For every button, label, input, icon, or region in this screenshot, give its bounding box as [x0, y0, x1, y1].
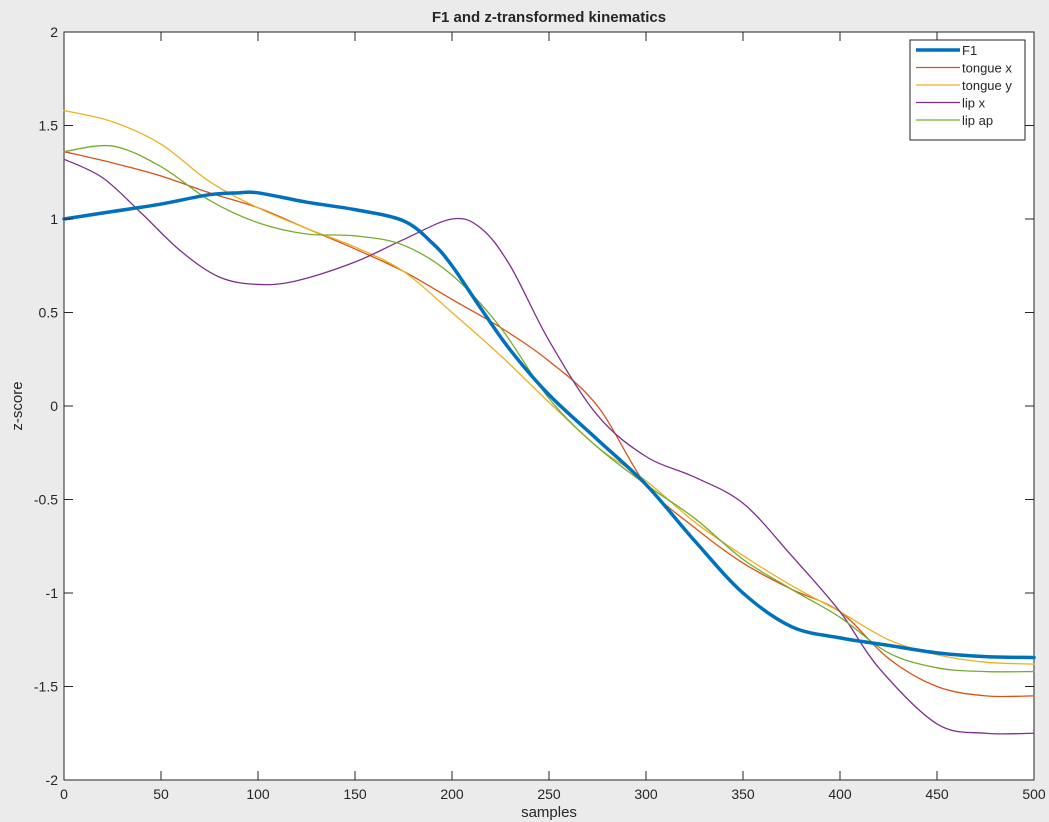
- y-axis-label: z-score: [9, 381, 26, 430]
- x-tick-label: 450: [925, 786, 949, 802]
- legend-box: [909, 39, 1026, 141]
- y-tick-label: -1.5: [34, 679, 58, 695]
- x-tick-label: 350: [731, 786, 755, 802]
- x-tick-label: 0: [60, 786, 68, 802]
- legend-label: tongue x: [962, 61, 1012, 76]
- legend-label: tongue y: [962, 78, 1012, 93]
- x-tick-label: 50: [153, 786, 169, 802]
- x-tick-label: 500: [1022, 786, 1046, 802]
- series-layer: [62, 109, 1036, 735]
- y-tick-label: 0: [50, 398, 58, 414]
- y-tick-label: 1: [50, 211, 58, 227]
- series-line-f1: [62, 190, 1036, 660]
- y-tick-label: -2: [46, 772, 59, 788]
- x-axis-label: samples: [521, 804, 577, 821]
- series-line-lip-ap: [63, 144, 1035, 673]
- y-tick-label: 1.5: [39, 118, 59, 134]
- tick-layer: 0 50 100 150 200 250 300 350 400 450 500 -2 -1.5 -1 -0…: [34, 24, 1046, 802]
- y-tick-label: -1: [46, 585, 59, 601]
- chart-title: F1 and z-transformed kinematics: [432, 9, 666, 26]
- series-line-lip-x: [63, 158, 1035, 735]
- legend-label: lip ap: [962, 113, 993, 128]
- y-tick-label: 2: [50, 24, 58, 40]
- plot-area: [63, 31, 1035, 781]
- legend-label: lip x: [962, 96, 986, 111]
- y-tick-label: 0.5: [39, 305, 59, 321]
- x-tick-label: 250: [537, 786, 561, 802]
- legend-label: F1: [962, 43, 977, 58]
- x-tick-label: 150: [343, 786, 367, 802]
- legend: F1 tongue x tongue y lip x lip ap: [909, 39, 1026, 141]
- x-tick-label: 200: [440, 786, 464, 802]
- x-tick-label: 400: [828, 786, 852, 802]
- x-tick-label: 100: [246, 786, 270, 802]
- x-tick-label: 300: [634, 786, 658, 802]
- y-tick-label: -0.5: [34, 492, 58, 508]
